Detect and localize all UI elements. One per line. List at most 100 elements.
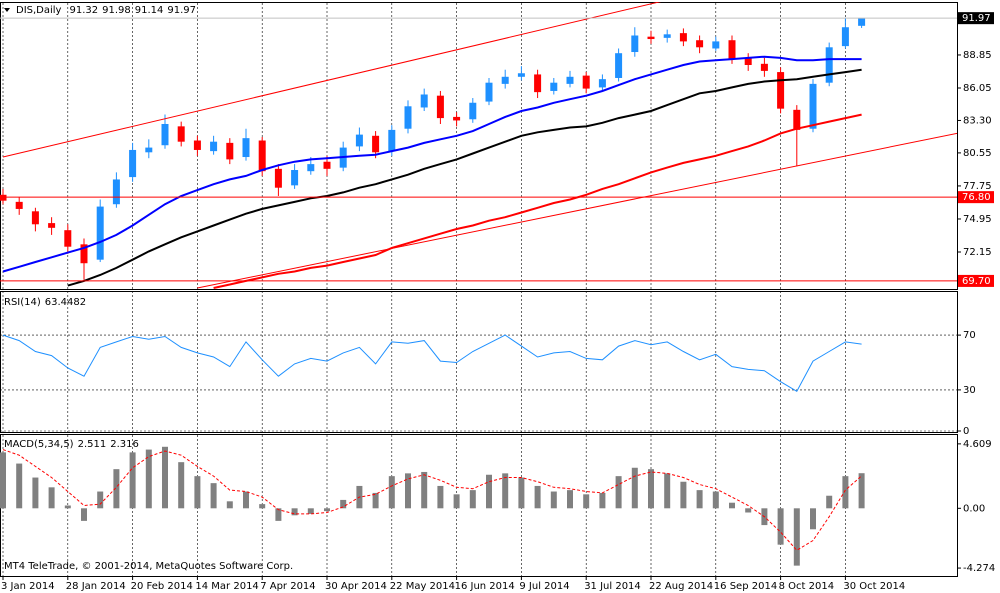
candle-body (501, 76, 509, 84)
candle-body (291, 170, 299, 186)
level-label: 69.70 (962, 276, 991, 287)
candle-body (420, 94, 428, 108)
rsi-line (2, 334, 862, 392)
macd-plot (0, 446, 865, 566)
macd-bar (259, 504, 266, 509)
candle-body (388, 129, 396, 152)
last-price-box (958, 12, 994, 25)
candle-body (161, 123, 169, 146)
candle-body (80, 244, 88, 264)
macd-bar (64, 505, 71, 509)
y-tick-label: 74.95 (963, 214, 992, 225)
candle-body (145, 147, 153, 153)
macd-bar (388, 476, 395, 509)
candle-body (809, 83, 817, 129)
macd-bar (469, 490, 476, 509)
macd-bar (113, 469, 120, 509)
macd-bar (502, 473, 509, 509)
macd-bar (372, 492, 379, 509)
macd-bar (32, 477, 39, 509)
macd-bar (16, 463, 23, 509)
candle-body (436, 95, 444, 119)
candle-body (485, 82, 493, 102)
menu-triangle (4, 8, 10, 12)
candle-body (744, 57, 752, 65)
level-label-box (958, 274, 994, 287)
y-tick-label: 70 (963, 330, 976, 341)
candle-body (663, 34, 671, 38)
x-tick-label: 31 Jul 2014 (584, 581, 641, 592)
candle-body (550, 82, 558, 91)
y-tick-label: 80.55 (963, 148, 992, 159)
macd-bar (842, 476, 849, 509)
candle-body (372, 135, 380, 153)
x-tick-label: 14 Mar 2014 (195, 581, 258, 592)
macd-bar (81, 508, 87, 521)
title: MACD(5,34,5) (4, 439, 74, 450)
macd-bar (291, 508, 298, 516)
rsi-plot (0, 334, 957, 432)
candle-body (31, 211, 39, 225)
macd-bar (129, 452, 136, 509)
rsi-header: RSI(14) 63.4482 (4, 297, 86, 308)
macd-bar (567, 490, 573, 509)
macd-header: MACD(5,34,5) 2.511 2.316 (4, 439, 139, 450)
macd-bar (307, 508, 314, 514)
macd-bar (810, 508, 816, 530)
macd-bar (437, 485, 444, 509)
macd-bar (194, 476, 201, 509)
candle-body (679, 33, 687, 42)
last-price-label: 91.97 (962, 13, 991, 24)
macd-value: 2.511 (78, 439, 107, 450)
macd-bar (48, 487, 55, 509)
candle-body (177, 126, 185, 142)
candle-body (193, 140, 201, 150)
title: RSI(14) (4, 297, 41, 308)
low-value: 91.14 (135, 5, 164, 16)
candle-body (582, 75, 590, 89)
candle-body (323, 161, 331, 169)
x-tick-label: 30 Apr 2014 (325, 581, 387, 592)
x-tick-label: 28 Jan 2014 (66, 581, 126, 592)
macd-bar (745, 508, 752, 513)
macd-bar (712, 491, 719, 509)
copyright: MT4 TeleTrade, © 2001-2014, MetaQuotes S… (4, 561, 293, 572)
macd-bar (486, 474, 492, 509)
candle-body (647, 36, 655, 40)
signal-value: 2.316 (110, 439, 139, 450)
macd-bar (405, 473, 411, 509)
candle-body (226, 142, 234, 160)
candle-body (64, 230, 72, 247)
candle-body (15, 201, 23, 209)
candle-body (631, 35, 639, 53)
macd-bar (826, 495, 833, 509)
close-value: 91.97 (167, 5, 196, 16)
x-tick-label: 22 May 2014 (390, 581, 455, 592)
y-tick-label: 0.00 (963, 503, 985, 514)
candle-body (793, 109, 801, 130)
candle-body (712, 41, 720, 49)
macd-panel (0, 434, 958, 577)
macd-bar (243, 491, 249, 509)
candle-body (825, 47, 833, 83)
candle-body (355, 134, 363, 147)
macd-bar (518, 477, 525, 509)
candle-body (615, 53, 623, 78)
signal-line (2, 449, 862, 551)
y-tick-label: 30 (963, 385, 976, 396)
macd-bar (664, 473, 671, 509)
x-tick-label: 22 Aug 2014 (649, 581, 713, 592)
candle-body (760, 63, 768, 71)
candle-body (517, 73, 525, 77)
y-tick-label: 77.75 (963, 181, 992, 192)
level-label-box (958, 191, 994, 204)
y-tick-label: 4.609 (963, 439, 992, 450)
macd-bar (210, 483, 217, 509)
macd-bar (599, 492, 606, 509)
title: DIS,Daily (16, 5, 62, 16)
candle-body (210, 141, 218, 152)
y-tick-label: 72.15 (963, 247, 992, 258)
candle-body (242, 138, 250, 158)
candle-body (0, 194, 7, 201)
price-plot (0, 2, 957, 289)
